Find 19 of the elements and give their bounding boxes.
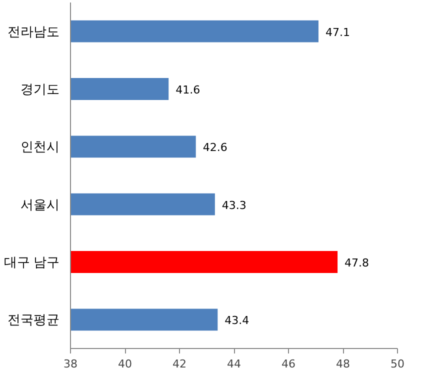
x-tick-label: 42 <box>172 358 186 370</box>
data-label: 43.3 <box>222 198 246 212</box>
y-tick-label: 경기도 <box>20 82 60 96</box>
data-label: 41.6 <box>176 84 200 96</box>
y-tick-label: 전국평균 <box>8 312 60 328</box>
x-tick-label: 38 <box>64 358 78 370</box>
y-tick-label: 서울시 <box>20 196 60 212</box>
y-tick-label: 인천시 <box>20 139 60 154</box>
x-tick-label: 46 <box>282 358 296 370</box>
x-tick-label: 40 <box>118 358 132 370</box>
data-label: 47.8 <box>344 256 370 270</box>
y-tick-label: 대구 남구 <box>4 254 60 270</box>
x-tick-label: 44 <box>227 358 241 370</box>
x-tick-label: 50 <box>390 358 404 370</box>
x-tick-label: 48 <box>336 358 350 370</box>
y-tick-label: 전라남도 <box>8 24 60 39</box>
data-label: 43.4 <box>224 314 250 328</box>
data-label: 47.1 <box>325 26 350 39</box>
data-label: 42.6 <box>202 141 228 154</box>
